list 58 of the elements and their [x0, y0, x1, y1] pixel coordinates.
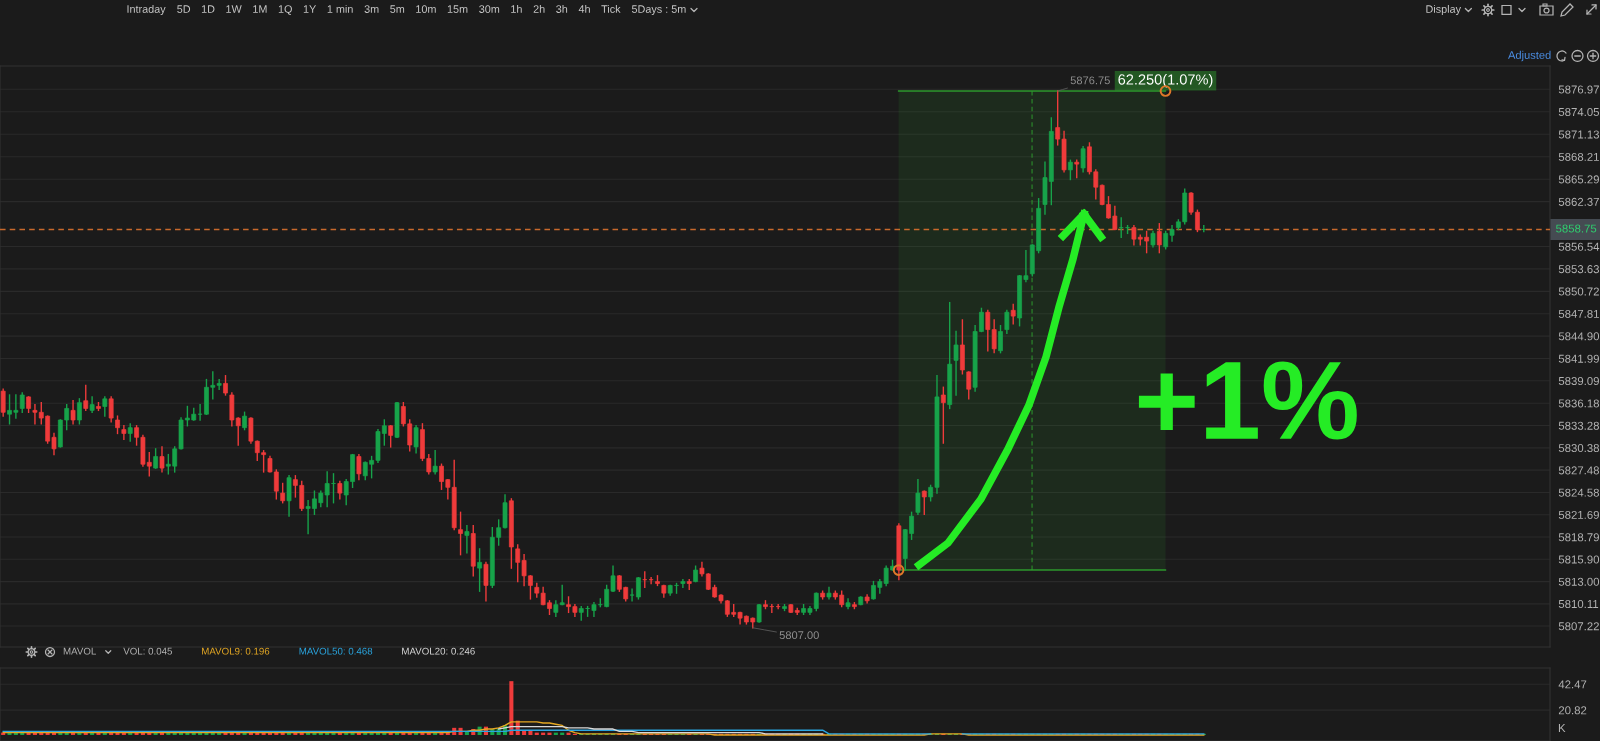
- text: 15m: [447, 5, 468, 13]
- text: Tick: [601, 4, 621, 13]
- band-label: 62.250(1.07%): [1118, 73, 1213, 88]
- text: 3h: [556, 4, 568, 13]
- annotation: 5807.00: [779, 631, 819, 640]
- y-tick-label: 5862.37: [1558, 197, 1599, 206]
- text: Display: [1426, 4, 1461, 16]
- text: Adjusted: [1508, 50, 1551, 62]
- y-tick-label: 5827.48: [1558, 466, 1600, 475]
- annotation: 5876.75: [1070, 76, 1110, 85]
- y-tick-label: 5824.58: [1558, 488, 1600, 497]
- y-tick-label: 5836.18: [1558, 399, 1600, 408]
- y-tick-label: 5841.99: [1558, 354, 1599, 363]
- y-tick-label: 5874.05: [1558, 107, 1600, 117]
- y-tick-label: 5839.09: [1558, 376, 1599, 386]
- text: 5D: [177, 5, 191, 13]
- legend-title: MAVOL: [63, 647, 96, 655]
- text: 5Days : 5m: [631, 5, 686, 16]
- y-tick-label: 20.82: [1558, 706, 1587, 715]
- y-tick-label: 5865.29: [1558, 175, 1599, 184]
- text: 1W: [226, 5, 242, 13]
- text: 1M: [253, 5, 267, 13]
- text: 10m: [416, 5, 436, 13]
- y-tick-label: 5844.90: [1558, 332, 1600, 341]
- y-tick-label: 5868.21: [1558, 152, 1599, 161]
- text: 1h: [511, 4, 522, 13]
- y-axis-title: K: [1558, 724, 1566, 732]
- text: 4h: [578, 4, 590, 13]
- y-tick-label: 5821.69: [1558, 510, 1599, 519]
- text: Intraday: [127, 4, 166, 16]
- y-tick-label: 5850.72: [1558, 287, 1599, 296]
- y-tick-label: 5871.13: [1558, 130, 1599, 139]
- ref-line-label: 5858.75: [1556, 224, 1597, 233]
- text: 1Y: [303, 5, 317, 13]
- text: 1 min: [327, 4, 353, 13]
- text: 5m: [390, 5, 405, 13]
- text: 3m: [364, 5, 379, 13]
- y-tick-label: 5807.22: [1558, 622, 1599, 631]
- text: MAVOL20: 0.246: [402, 647, 475, 655]
- text: 1D: [201, 5, 215, 13]
- y-tick-label: 5847.81: [1558, 309, 1599, 318]
- text: VOL: 0.045: [123, 647, 173, 655]
- y-tick-label: 5833.28: [1558, 421, 1600, 430]
- y-tick-label: 5830.38: [1558, 444, 1600, 453]
- y-tick-label: 5815.90: [1558, 555, 1600, 564]
- y-tick-label: 42.47: [1558, 680, 1587, 689]
- y-tick-label: 5813.00: [1558, 577, 1600, 586]
- text: MAVOL50: 0.468: [299, 647, 373, 655]
- y-tick-label: 5810.11: [1558, 600, 1599, 609]
- text: 2h: [533, 4, 545, 13]
- annotation: +1%: [1138, 361, 1357, 440]
- text: MAVOL9: 0.196: [202, 647, 270, 655]
- text: 1Q: [278, 5, 292, 15]
- y-tick-label: 5818.79: [1558, 533, 1599, 542]
- y-tick-label: 5853.63: [1558, 265, 1599, 274]
- y-tick-label: 5856.54: [1558, 242, 1600, 251]
- text: 30m: [479, 5, 500, 13]
- y-tick-label: 5876.97: [1558, 85, 1599, 94]
